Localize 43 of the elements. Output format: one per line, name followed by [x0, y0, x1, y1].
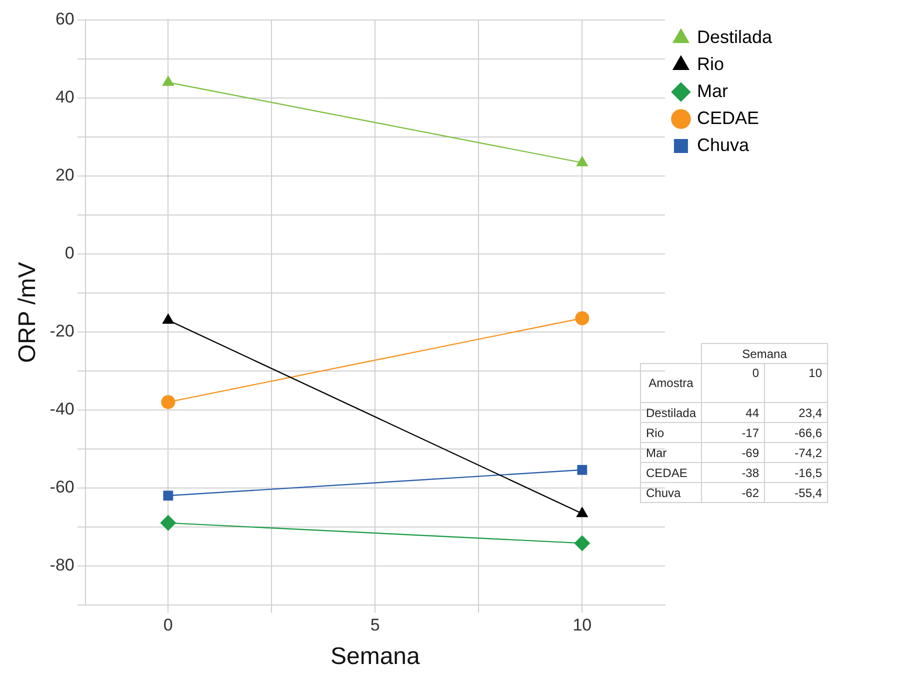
legend-label: Chuva: [696, 134, 750, 155]
category-label: CEDAE: [640, 462, 702, 482]
data-label: 44: [702, 402, 765, 422]
x-axis-title: Semana: [330, 643, 421, 670]
x-tick-label: 10: [572, 616, 592, 635]
point: [575, 311, 590, 326]
category-label: Destilada: [640, 402, 702, 422]
y-tick-label: 60: [55, 10, 74, 29]
point: [163, 490, 174, 501]
x-tick-label: 5: [370, 616, 380, 635]
y-tick-label: -40: [50, 400, 74, 419]
data-label: -66,6: [764, 422, 828, 442]
y-tick-label: -20: [50, 322, 74, 341]
y-tick-label: 20: [55, 166, 74, 185]
legend-label: Mar: [696, 80, 728, 101]
category-label: Chuva: [640, 482, 702, 502]
data-label: -74,2: [764, 442, 828, 462]
data-label: -16,5: [764, 462, 828, 482]
data-label: -55,4: [764, 482, 828, 502]
point: [574, 535, 590, 552]
y-axis-title: ORP /mV: [14, 262, 42, 363]
annotation: Amostra: [640, 364, 702, 402]
point: [577, 464, 588, 475]
text: 0: [702, 364, 765, 402]
legend-label: Rio: [696, 54, 724, 74]
data-label: 23,4: [764, 402, 828, 422]
legend-label: CEDAE: [696, 108, 759, 128]
data-label: -17: [702, 422, 765, 442]
y-tick-label: -60: [50, 478, 74, 497]
category-label: Rio: [640, 422, 702, 442]
y-tick-label: 40: [55, 88, 74, 107]
category-label: Mar: [640, 442, 702, 462]
data-label: -38: [702, 462, 765, 482]
point: [160, 514, 176, 531]
y-tick-label: -80: [50, 556, 74, 574]
legend-label: Destilada: [696, 26, 773, 47]
data-label: -69: [702, 442, 765, 462]
data-label: -62: [702, 482, 765, 502]
x-tick-label: 0: [163, 616, 173, 635]
point: [161, 395, 176, 410]
y-tick-label: 0: [64, 244, 74, 263]
text: 10: [764, 364, 828, 402]
text: Semana: [702, 344, 828, 364]
